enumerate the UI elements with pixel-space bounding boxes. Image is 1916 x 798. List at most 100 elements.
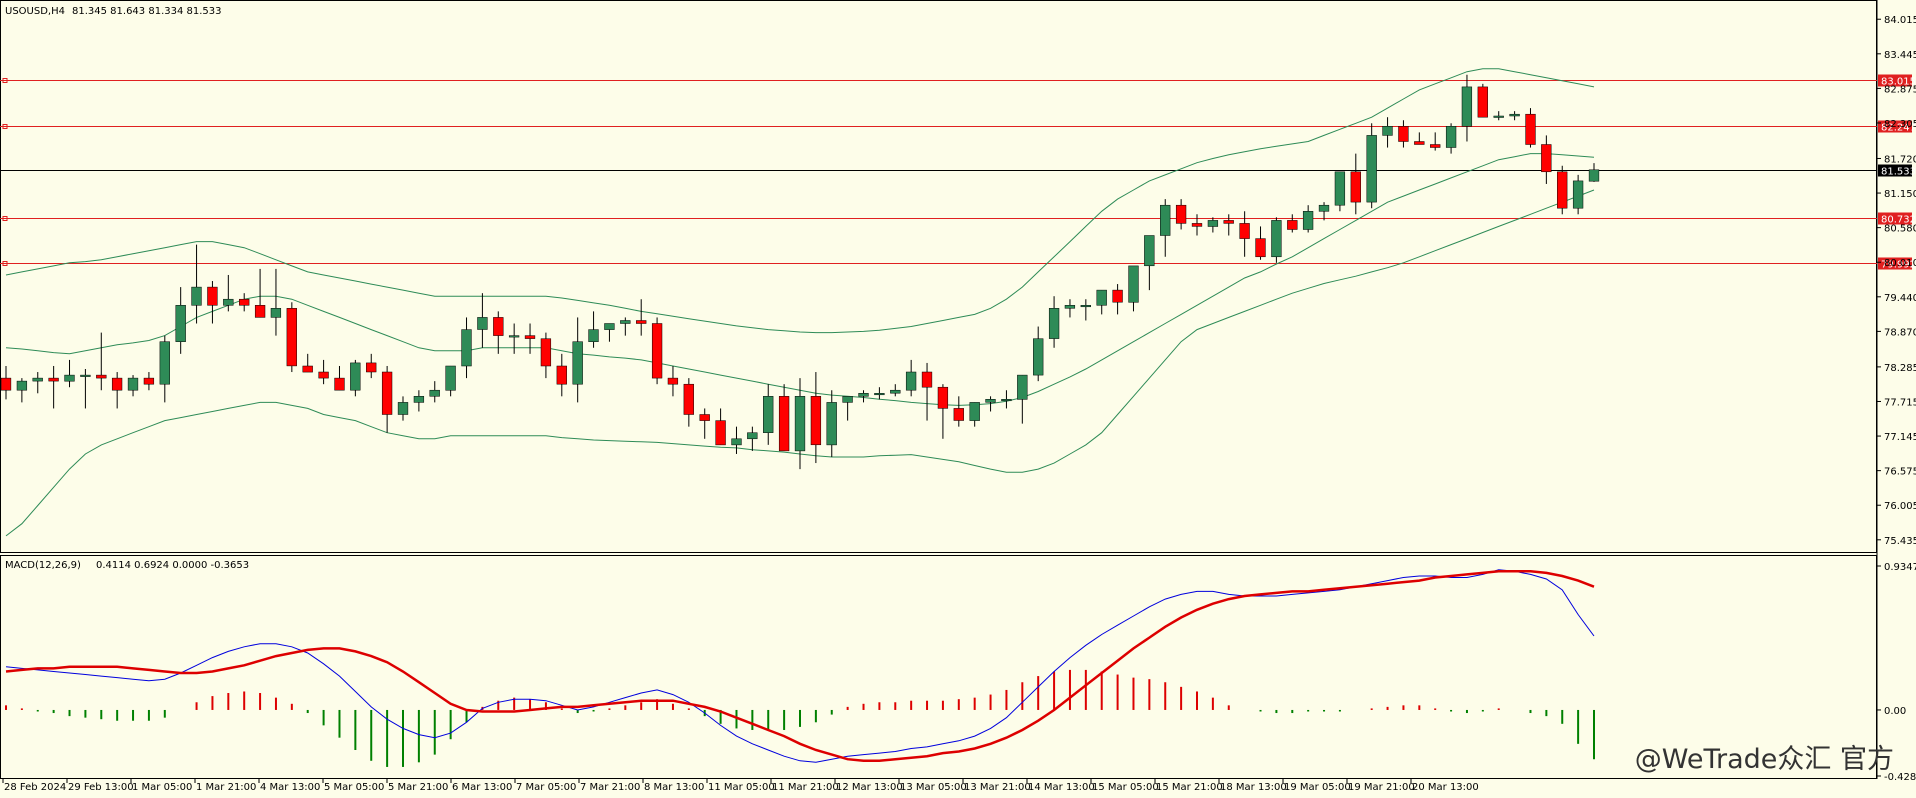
bear-candle xyxy=(1239,211,1250,257)
candle-body xyxy=(286,308,297,367)
bear-candle xyxy=(381,365,393,433)
bull-candle xyxy=(572,317,583,403)
price-tick-label: 77.145 xyxy=(1884,432,1916,443)
bear-candle xyxy=(1477,83,1488,118)
candle-body xyxy=(953,408,964,421)
candle-body xyxy=(1461,86,1473,127)
candle-body xyxy=(477,317,488,330)
bear-candle xyxy=(254,268,266,318)
macd-name-label: MACD(12,26,9) xyxy=(5,560,81,571)
candle-body xyxy=(540,338,552,367)
time-tick-label: 19 Mar 21:00 xyxy=(1348,782,1415,793)
bull-candle xyxy=(1001,390,1012,409)
bull-candle xyxy=(1445,123,1457,154)
candle-body xyxy=(1287,220,1298,230)
time-tick-label: 12 Mar 13:00 xyxy=(836,782,903,793)
bull-candle xyxy=(461,317,472,379)
bear-candle xyxy=(1350,153,1361,215)
level-anchor xyxy=(2,78,8,83)
symbol-label: USOUSD,H4 xyxy=(5,6,65,17)
candle-body xyxy=(1382,126,1393,136)
bollinger-upper-line xyxy=(5,68,1595,334)
bull-candle xyxy=(175,287,186,354)
bear-candle xyxy=(493,311,504,354)
bull-candle xyxy=(1207,217,1219,233)
candle-body xyxy=(1017,374,1028,400)
candle-body xyxy=(1318,204,1330,212)
bear-candle xyxy=(96,332,107,391)
candle-body xyxy=(48,377,59,382)
watermark-text: @WeTrade众汇 官方 xyxy=(1634,744,1894,775)
bull-candle xyxy=(905,359,917,397)
candle-body xyxy=(1128,265,1139,303)
bull-candle xyxy=(477,293,488,348)
candle-body xyxy=(1175,204,1187,224)
time-tick-label: 7 Mar 21:00 xyxy=(580,782,640,793)
macd-values-readout: 0.4114 0.6924 0.0000 -0.3653 xyxy=(96,560,249,571)
bear-candle xyxy=(48,365,59,409)
candle-body xyxy=(1144,235,1155,267)
bull-candle xyxy=(731,426,742,454)
bear-candle xyxy=(207,281,218,324)
bull-candle xyxy=(1064,299,1076,318)
price-tick-label: 81.150 xyxy=(1884,189,1916,200)
bull-candle xyxy=(1572,174,1584,215)
price-axis: 84.015 83.445 82.875 82.305 81.720 81.150 80.5… xyxy=(1877,15,1916,547)
time-tick-label: 6 Mar 13:00 xyxy=(452,782,512,793)
level-anchor xyxy=(2,261,8,266)
price-tick-label: 82.305 xyxy=(1884,119,1916,130)
candle-body xyxy=(302,365,313,373)
bear-candle xyxy=(1525,108,1536,148)
bull-candle xyxy=(1366,123,1377,209)
candle-body xyxy=(874,393,885,396)
candle-body xyxy=(1302,211,1314,230)
level-price-label: 80.732 xyxy=(1881,215,1916,226)
candle-body xyxy=(111,377,123,391)
candle-body xyxy=(1557,171,1568,209)
candle-body xyxy=(239,298,250,306)
candle-body xyxy=(778,396,790,452)
level-anchor xyxy=(2,124,8,129)
bull-candle xyxy=(969,402,980,427)
candle-body xyxy=(223,298,234,306)
price-tick-label: 78.870 xyxy=(1884,327,1916,338)
bull-candle xyxy=(64,359,75,388)
time-tick-label: 18 Mar 13:00 xyxy=(1220,782,1287,793)
bull-candle xyxy=(1128,265,1139,312)
candle-body xyxy=(1255,238,1266,258)
candle-body xyxy=(667,377,679,385)
time-tick-label: 5 Mar 05:00 xyxy=(324,782,384,793)
bull-candle xyxy=(1588,163,1600,182)
price-tick-label: 80.010 xyxy=(1884,258,1916,269)
bull-candle xyxy=(890,384,901,397)
candle-body xyxy=(858,393,869,397)
bull-candle xyxy=(1461,74,1473,142)
candlestick-series xyxy=(0,74,1600,470)
time-tick-label: 1 Mar 21:00 xyxy=(196,782,256,793)
bull-candle xyxy=(508,323,520,354)
candle-body xyxy=(445,365,456,391)
bear-candle xyxy=(1223,214,1234,236)
candle-body xyxy=(921,371,933,388)
bear-candle xyxy=(302,353,313,373)
candle-body xyxy=(1541,144,1552,173)
bull-candle xyxy=(80,369,91,409)
bear-candle xyxy=(1414,132,1425,145)
candle-body xyxy=(1080,305,1091,308)
bull-candle xyxy=(1048,296,1060,348)
time-tick-label: 20 Mar 13:00 xyxy=(1412,782,1479,793)
candle-body xyxy=(381,371,393,415)
candle-body xyxy=(1572,180,1584,209)
level-price-label: 83.015 xyxy=(1881,77,1916,88)
bear-candle xyxy=(651,317,663,385)
candle-body xyxy=(699,414,710,421)
time-tick-label: 4 Mar 13:00 xyxy=(260,782,320,793)
candle-body xyxy=(429,389,440,397)
bear-candle xyxy=(683,378,694,427)
candle-body xyxy=(763,396,774,433)
level-anchor xyxy=(2,216,8,221)
level-price-tag xyxy=(1878,212,1912,225)
candle-body xyxy=(270,308,282,318)
